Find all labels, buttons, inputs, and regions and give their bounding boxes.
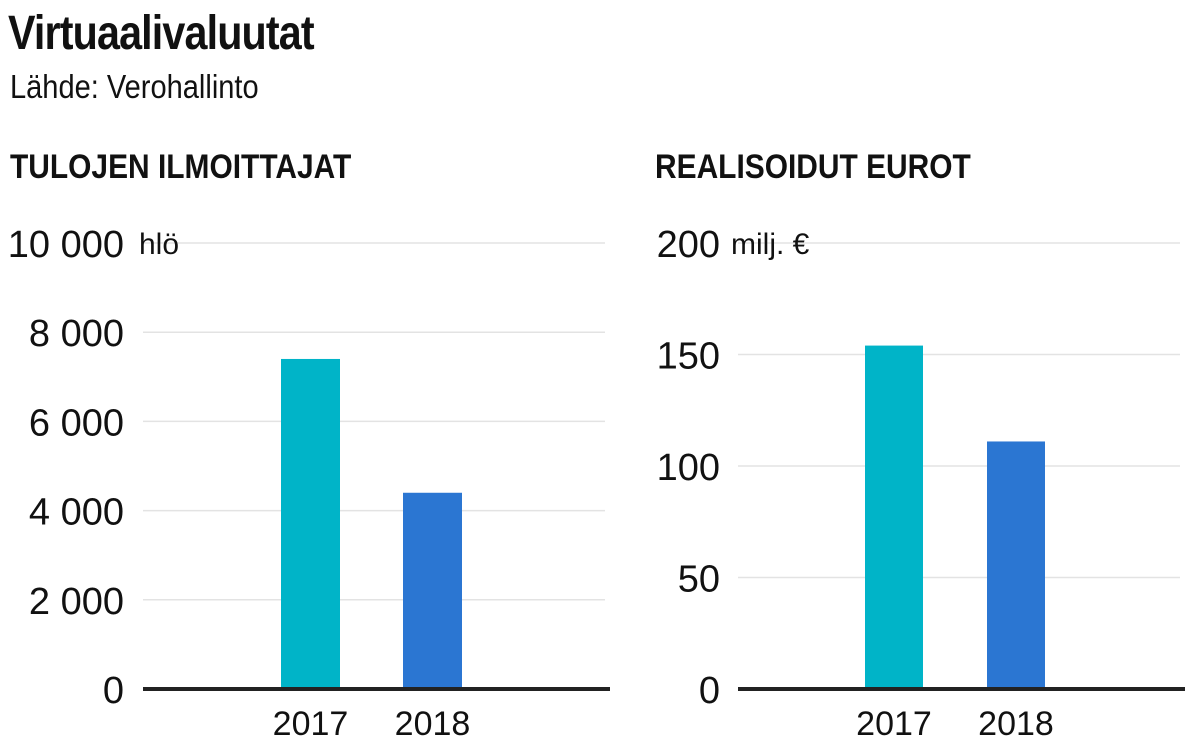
y-tick-label: 4 000	[29, 492, 124, 534]
y-tick-label: 8 000	[29, 313, 124, 355]
bar-2018	[987, 441, 1045, 689]
y-tick-label: 0	[103, 670, 124, 712]
y-unit-label: milj. €	[731, 228, 810, 261]
y-tick-label: 10 000	[8, 224, 124, 266]
source-label: Lähde: Verohallinto	[10, 68, 259, 105]
chart-title-eurot: REALISOIDUT EUROT	[655, 148, 971, 186]
y-tick-label: 200	[657, 224, 720, 266]
y-tick-label: 2 000	[29, 581, 124, 623]
y-tick-label: 100	[657, 447, 720, 489]
y-tick-label: 50	[678, 559, 720, 601]
y-tick-label: 0	[699, 670, 720, 712]
y-tick-label: 6 000	[29, 402, 124, 444]
page-title: Virtuaalivaluutat	[8, 7, 315, 60]
x-tick-label: 2017	[273, 705, 349, 743]
bar-2017	[281, 358, 340, 689]
x-tick-label: 2018	[978, 705, 1054, 743]
y-tick-label: 150	[657, 336, 720, 378]
chart-title-ilmoittajat: TULOJEN ILMOITTAJAT	[10, 148, 352, 186]
y-unit-label: hlö	[139, 228, 179, 261]
bar-2018	[403, 492, 462, 689]
x-tick-label: 2018	[395, 705, 471, 743]
bar-2017	[865, 345, 923, 689]
x-tick-label: 2017	[856, 705, 932, 743]
